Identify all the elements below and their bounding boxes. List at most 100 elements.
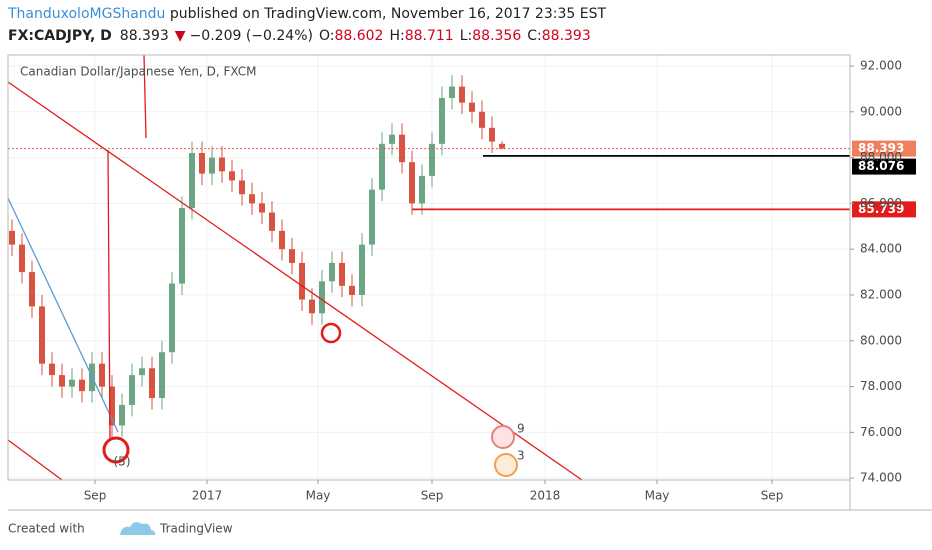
y-tick-label: 76.000 (860, 425, 902, 439)
author[interactable]: ThanduxoloMGShandu (7, 6, 165, 22)
x-tick-label: 2017 (192, 489, 223, 503)
x-tick-label: Sep (421, 489, 444, 503)
candle-body (369, 189, 375, 245)
last-price: 88.393 (120, 28, 169, 44)
candle-body (479, 111, 485, 128)
candle-body (239, 180, 245, 195)
trend-line (7, 439, 63, 481)
chart-title: Canadian Dollar/Japanese Yen, D, FXCM (20, 65, 257, 79)
y-tick-label: 92.000 (860, 58, 902, 72)
down-arrow: ▼ (175, 28, 186, 44)
candle-body (19, 244, 25, 273)
candle-body (29, 272, 35, 307)
l-label: L: (460, 28, 473, 44)
y-tick-label: 90.000 (860, 104, 902, 118)
candle-body (419, 175, 425, 204)
grid (8, 55, 850, 480)
logo (120, 522, 156, 535)
y-tick-label: 84.000 (860, 242, 902, 256)
candle-body (429, 143, 435, 176)
candle-body (379, 143, 385, 190)
y-tick-label: 82.000 (860, 287, 902, 301)
candle-body (359, 244, 365, 295)
candle-body (69, 379, 75, 387)
vertical-line (107, 149, 111, 441)
candle-body (209, 157, 215, 174)
candle-body (159, 352, 165, 399)
y-tick-label: 78.000 (860, 379, 902, 393)
axes: 74.000 76.000 78.000 80.000 82.000 84.000 86.0… (84, 58, 902, 502)
candle-body (119, 404, 125, 426)
candle-body (189, 153, 195, 208)
h-label: H: (389, 28, 404, 44)
candle-body (439, 98, 445, 144)
event-icon[interactable] (494, 453, 518, 477)
trend-line (7, 81, 583, 481)
o-label: O: (319, 28, 335, 44)
o-value: 88.602 (334, 28, 383, 44)
candle-body (309, 299, 315, 314)
x-tick-label: May (306, 489, 331, 503)
published: published on TradingView.com, November 1… (165, 6, 606, 22)
header-line: ThanduxoloMGShandu published on TradingV… (7, 6, 606, 22)
h-value: 88.711 (405, 28, 454, 44)
candle-body (409, 162, 415, 204)
footer-text: Created with (8, 522, 85, 536)
candle-body (219, 157, 225, 172)
candle-body (329, 262, 335, 282)
event-count: 3 (517, 449, 525, 463)
candle-body (499, 143, 505, 149)
c-value: 88.393 (542, 28, 591, 44)
drawings (7, 54, 583, 481)
change: −0.209 (−0.24%) (190, 28, 313, 44)
candle-body (349, 285, 355, 295)
symbol-line: FX:CADJPY, D 88.393 ▼ −0.209 (−0.24%) O:88.6… (8, 28, 591, 44)
candle-body (289, 249, 295, 263)
candle-body (39, 306, 45, 364)
candle-body (259, 203, 265, 213)
candle-body (169, 283, 175, 353)
candle-body (269, 212, 275, 231)
symbol: FX:CADJPY, D (8, 28, 112, 44)
event-icon[interactable] (491, 425, 515, 449)
y-tick-label: 86.000 (860, 196, 902, 210)
l-value: 88.356 (472, 28, 521, 44)
trend-line (7, 197, 119, 433)
candle-body (129, 375, 135, 405)
candle-body (339, 262, 345, 286)
candle-body (469, 102, 475, 112)
candle-body (249, 194, 255, 204)
price-label-box (852, 158, 916, 175)
candle-body (199, 153, 205, 174)
circle-marker (102, 436, 130, 464)
candle-body (149, 368, 155, 399)
c-label: C: (527, 28, 542, 44)
x-tick-label: Sep (761, 489, 784, 503)
price-label: 88.393 (858, 141, 904, 155)
candle-body (99, 363, 105, 387)
x-tick-label: May (645, 489, 670, 503)
candle-body (139, 368, 145, 376)
vertical-line (143, 54, 147, 139)
y-tick-label: 80.000 (860, 333, 902, 347)
candle-body (449, 86, 455, 99)
x-tick-label: 2018 (530, 489, 561, 503)
candle-body (109, 386, 115, 426)
footer-brand[interactable]: TradingView (159, 522, 233, 536)
candle-body (59, 375, 65, 387)
circle-marker (320, 322, 342, 344)
candle-body (229, 171, 235, 181)
price-label: 85.739 (858, 202, 904, 216)
event-count: 9 (517, 422, 525, 436)
candle-body (279, 230, 285, 250)
annotation: (5) (114, 455, 131, 469)
x-tick-label: Sep (84, 489, 107, 503)
candle-body (9, 230, 15, 245)
candle-body (79, 379, 85, 392)
price-label-box (852, 140, 916, 157)
y-tick-label: 74.000 (860, 471, 902, 485)
candle-body (319, 281, 325, 314)
price-label: 88.076 (858, 159, 904, 173)
